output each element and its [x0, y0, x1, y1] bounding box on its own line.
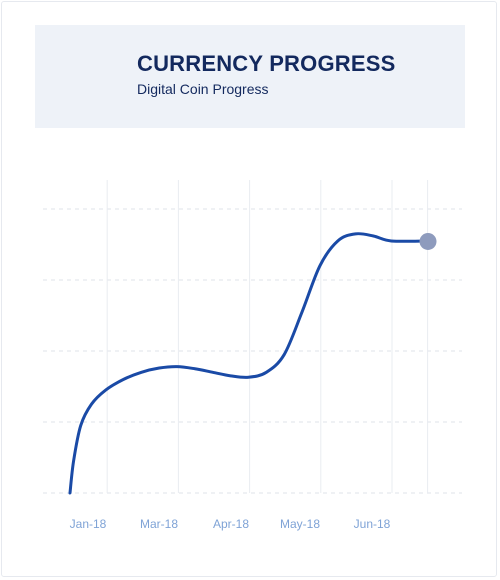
x-tick-label: Jun-18: [354, 517, 391, 531]
chart-header: [35, 25, 465, 128]
chart-subtitle: Digital Coin Progress: [137, 81, 269, 97]
x-tick-label: Apr-18: [213, 517, 249, 531]
x-tick-label: Jan-18: [70, 517, 107, 531]
series-line: [68, 232, 429, 495]
chart-title: CURRENCY PROGRESS: [137, 51, 396, 76]
x-tick-label: Mar-18: [140, 517, 178, 531]
series-end-point: [419, 232, 437, 250]
x-tick-label: May-18: [280, 517, 320, 531]
